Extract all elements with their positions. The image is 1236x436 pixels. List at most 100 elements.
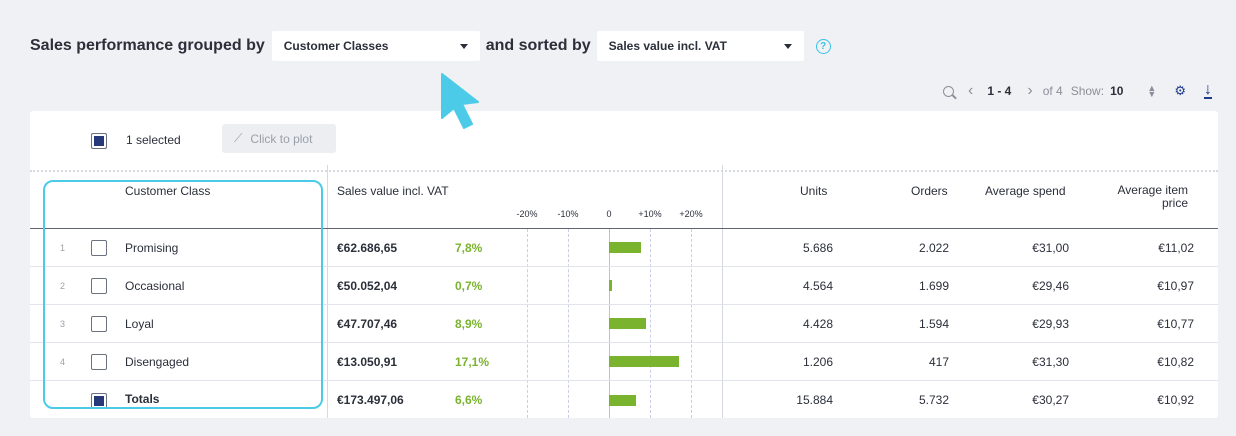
sales-value: €50.052,04	[337, 279, 398, 293]
sales-change-percent: 8,9%	[455, 317, 483, 331]
caret-down-icon	[459, 43, 468, 49]
page-total: of 4	[1042, 84, 1063, 98]
col-average-spend[interactable]: Average spend	[985, 184, 1066, 198]
pager: ‹ 1 - 4 › of 4 Show: 10 ▲ ▼ ⚙ ↓	[943, 82, 1212, 100]
gridline	[568, 229, 569, 418]
tick-label: +20%	[679, 209, 703, 219]
row-checkbox[interactable]	[91, 316, 107, 332]
col-sales-value[interactable]: Sales value incl. VAT	[337, 184, 449, 198]
caret-down-icon	[783, 43, 792, 49]
show-count[interactable]: 10	[1110, 84, 1124, 98]
units-value: 1.206	[802, 355, 833, 369]
customer-class-name: Disengaged	[125, 355, 190, 369]
col-customer-class[interactable]: Customer Class	[125, 184, 211, 198]
change-bar	[609, 280, 612, 291]
sales-value: €47.707,46	[337, 317, 398, 331]
gridline	[691, 229, 692, 418]
table-row[interactable]: 3 Loyal €47.707,46 8,9% 4.428 1.594 €29,93 €10,…	[30, 305, 1218, 343]
column-separator	[722, 165, 723, 418]
sales-change-percent: 7,8%	[455, 241, 483, 255]
average-spend-value: €31,30	[1032, 355, 1069, 369]
average-item-price-value: €10,77	[1157, 317, 1194, 331]
toolbar-divider	[30, 170, 1218, 172]
plot-label: Click to plot	[250, 131, 313, 146]
help-icon[interactable]: ?	[815, 38, 831, 54]
table-row[interactable]: 1 Promising €62.686,65 7,8% 5.686 2.022 €31,00…	[30, 229, 1218, 267]
col-average-item-price-line2: price	[1161, 196, 1188, 210]
select-all-checkbox[interactable]	[91, 133, 107, 149]
row-checkbox[interactable]	[91, 354, 107, 370]
sort-by-select[interactable]: Sales value incl. VAT	[596, 31, 804, 61]
average-item-price-value: €11,02	[1158, 241, 1194, 255]
orders-value: 1.699	[918, 279, 949, 293]
tick-label: +10%	[638, 209, 662, 219]
click-to-plot-button[interactable]: ⟋ Click to plot	[222, 124, 336, 153]
sales-value: €62.686,65	[337, 241, 398, 255]
average-item-price-value: €10,82	[1157, 355, 1194, 369]
change-bar	[609, 318, 646, 329]
settings-gears-icon[interactable]: ⚙	[1174, 83, 1186, 98]
col-average-item-price-line1: Average item	[1117, 183, 1188, 197]
orders-value: 2.022	[918, 241, 949, 255]
sales-change-percent: 17,1%	[455, 355, 490, 369]
tick-label: 0	[606, 209, 612, 219]
sales-change-percent: 6,6%	[455, 393, 483, 407]
average-spend-value: €29,93	[1032, 317, 1069, 331]
report-header: Sales performance grouped by Customer Cl…	[30, 31, 831, 61]
page-range: 1 - 4	[987, 84, 1012, 98]
row-checkbox[interactable]	[91, 240, 107, 256]
sales-value: €173.497,06	[337, 393, 404, 407]
stepper-icon[interactable]: ▲ ▼	[1147, 83, 1157, 99]
orders-value: 5.732	[918, 393, 949, 407]
units-value: 5.686	[802, 241, 833, 255]
customer-class-name: Loyal	[125, 317, 154, 331]
orders-value: 1.594	[918, 317, 949, 331]
totals-row[interactable]: Totals €173.497,06 6,6% 15.884 5.732 €30,27 €1…	[30, 381, 1218, 419]
sales-value: €13.050,91	[337, 355, 398, 369]
header-middle: and sorted by	[485, 37, 591, 54]
gridline	[527, 229, 528, 418]
change-bar	[609, 395, 637, 406]
sales-change-percent: 0,7%	[455, 279, 483, 293]
customer-class-highlight	[43, 180, 323, 409]
units-value: 15.884	[796, 393, 833, 407]
units-value: 4.428	[802, 317, 833, 331]
change-bar	[609, 242, 641, 253]
download-icon[interactable]: ↓	[1204, 81, 1212, 99]
column-separator	[327, 165, 328, 418]
col-average-item-price[interactable]: Average item price	[1110, 184, 1188, 210]
col-orders[interactable]: Orders	[911, 184, 948, 198]
row-index: 1	[60, 243, 66, 253]
customer-class-name: Totals	[125, 392, 160, 406]
selected-count: 1 selected	[126, 133, 181, 147]
tick-label: -20%	[516, 209, 538, 219]
average-spend-value: €29,46	[1032, 279, 1069, 293]
chevron-right-icon[interactable]: ›	[1027, 82, 1033, 99]
tick-label: -10%	[557, 209, 579, 219]
col-units[interactable]: Units	[800, 184, 828, 198]
group-by-value: Customer Classes	[283, 39, 389, 53]
table-row[interactable]: 4 Disengaged €13.050,91 17,1% 1.206 417 €31,30…	[30, 343, 1218, 381]
average-item-price-value: €10,97	[1157, 279, 1194, 293]
group-by-select[interactable]: Customer Classes	[271, 31, 480, 61]
row-index: 4	[60, 357, 66, 367]
units-value: 4.564	[802, 279, 833, 293]
search-icon[interactable]	[943, 85, 955, 97]
change-bar	[609, 356, 680, 367]
header-divider	[30, 228, 1218, 229]
row-index: 2	[60, 281, 66, 291]
row-index: 3	[60, 319, 66, 329]
data-table-card: 1 selected ⟋ Click to plot Customer Clas…	[30, 111, 1218, 418]
trend-line-icon: ⟋	[234, 131, 243, 145]
customer-class-name: Occasional	[125, 279, 185, 293]
row-checkbox[interactable]	[91, 278, 107, 294]
table-row[interactable]: 2 Occasional €50.052,04 0,7% 4.564 1.699 €29,4…	[30, 267, 1218, 305]
customer-class-name: Promising	[125, 241, 179, 255]
pointer-cursor-icon	[441, 73, 479, 129]
chevron-left-icon[interactable]: ‹	[968, 82, 974, 99]
orders-value: 417	[928, 355, 949, 369]
average-spend-value: €30,27	[1032, 393, 1069, 407]
header-prefix: Sales performance grouped by	[30, 37, 265, 54]
average-spend-value: €31,00	[1032, 241, 1069, 255]
show-label: Show:	[1070, 84, 1105, 98]
